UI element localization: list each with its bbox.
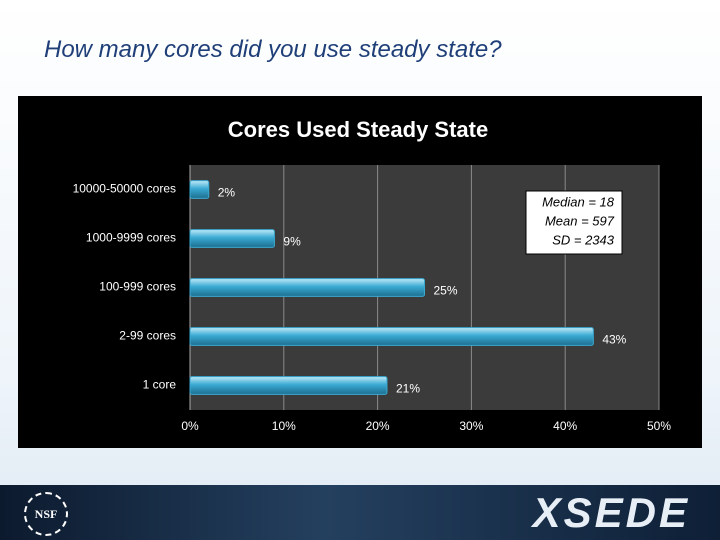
nsf-badge: NSF (24, 492, 68, 536)
x-tick-label: 0% (181, 419, 199, 433)
bar (189, 278, 425, 297)
slide-title: How many cores did you use steady state? (44, 36, 502, 63)
bar (189, 327, 594, 346)
xsede-logo: XSEDE (532, 489, 690, 536)
bar (189, 180, 210, 199)
bar (189, 376, 388, 395)
y-tick-label: 100-999 cores (99, 280, 176, 294)
bar (189, 229, 275, 248)
x-tick-label: 40% (553, 419, 577, 433)
value-label: 25% (434, 284, 458, 298)
chart-title: Cores Used Steady State (228, 117, 488, 142)
x-tick-label: 50% (647, 419, 671, 433)
value-label: 9% (283, 235, 301, 249)
x-tick-label: 20% (366, 419, 390, 433)
x-tick-label: 30% (459, 419, 483, 433)
y-tick-label: 1 core (143, 378, 177, 392)
stats-box (525, 190, 623, 255)
value-label: 21% (396, 382, 420, 396)
stats-text: Median = 18 (542, 194, 615, 209)
y-tick-label: 10000-50000 cores (73, 182, 176, 196)
x-tick-label: 10% (272, 419, 296, 433)
value-label: 2% (218, 186, 236, 200)
stats-text: Mean = 597 (545, 213, 615, 228)
y-tick-label: 1000-9999 cores (86, 231, 176, 245)
y-tick-label: 2-99 cores (119, 329, 176, 343)
footer: NSF XSEDE (0, 485, 720, 540)
stats-text: SD = 2343 (552, 232, 615, 247)
value-label: 43% (602, 333, 626, 347)
